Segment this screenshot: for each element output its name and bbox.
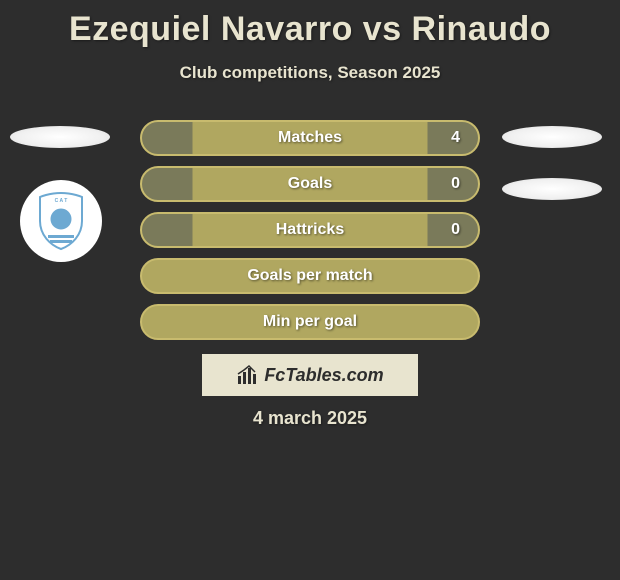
date-label: 4 march 2025 (0, 408, 620, 429)
brand-text: FcTables.com (264, 365, 383, 386)
svg-text:C A T: C A T (55, 198, 68, 204)
brand-box[interactable]: FcTables.com (202, 354, 418, 396)
stat-label: Goals per match (247, 267, 372, 285)
player-right-placeholder-2 (502, 178, 602, 200)
stat-row-matches: Matches 4 (140, 120, 480, 156)
page-title: Ezequiel Navarro vs Rinaudo (0, 0, 620, 49)
bar-chart-icon (236, 364, 258, 386)
stat-row-goals-per-match: Goals per match (140, 258, 480, 294)
club-logo: C A T (20, 180, 102, 262)
page-subtitle: Club competitions, Season 2025 (0, 63, 620, 83)
stat-label: Goals (288, 175, 332, 193)
stat-label: Min per goal (263, 313, 357, 331)
stat-row-min-per-goal: Min per goal (140, 304, 480, 340)
shield-icon: C A T (34, 191, 88, 251)
stat-row-goals: Goals 0 (140, 166, 480, 202)
stat-row-hattricks: Hattricks 0 (140, 212, 480, 248)
stat-label: Matches (278, 129, 342, 147)
stat-value-right: 0 (451, 175, 460, 193)
stat-label: Hattricks (276, 221, 344, 239)
stat-value-right: 4 (451, 129, 460, 147)
stats-container: Matches 4 Goals 0 Hattricks 0 Goals per … (140, 120, 480, 350)
player-left-placeholder-1 (10, 126, 110, 148)
player-right-placeholder-1 (502, 126, 602, 148)
stat-value-right: 0 (451, 221, 460, 239)
